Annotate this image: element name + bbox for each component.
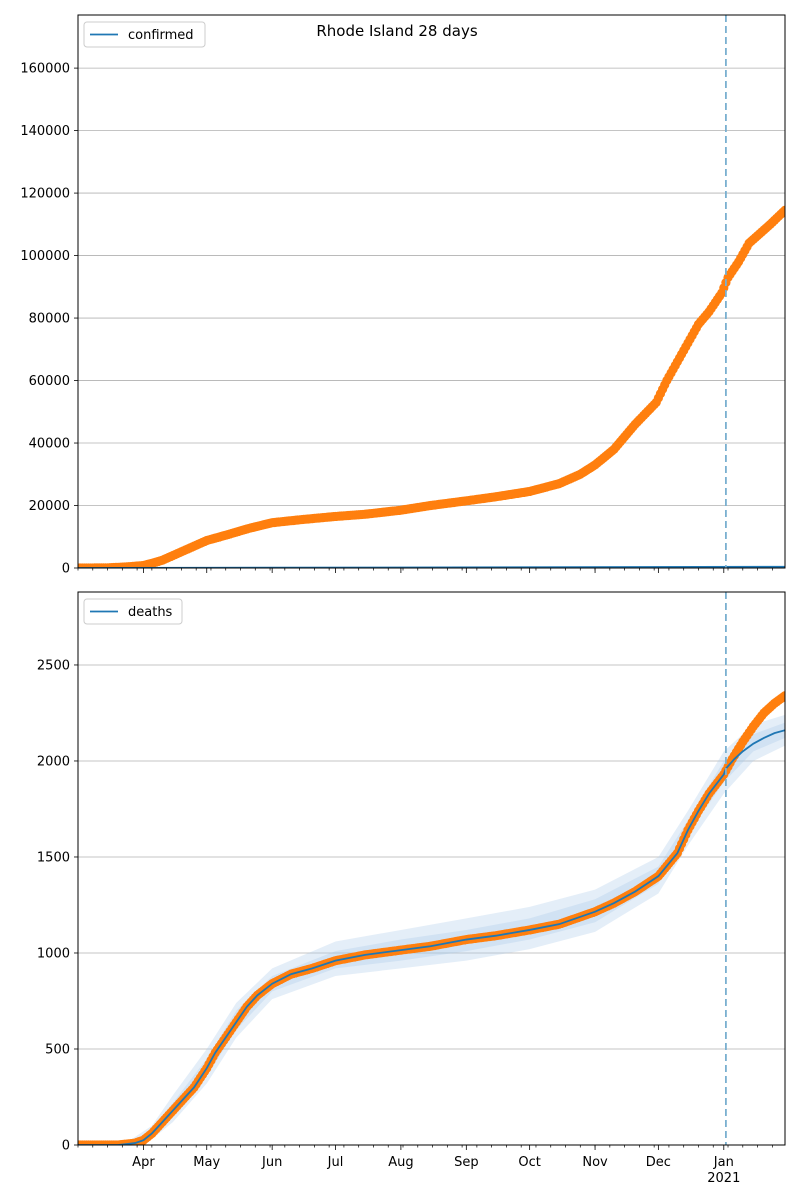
x-tick-label: Aug <box>388 1155 413 1170</box>
y-tick-label: 40000 <box>29 437 70 452</box>
plot-area <box>78 691 785 1145</box>
y-tick-label: 80000 <box>29 312 70 327</box>
axes-frame <box>77 14 786 569</box>
y-tick-label: 0 <box>62 562 70 577</box>
legend-label: confirmed <box>128 28 194 43</box>
panel-2: 0 500 1000 1500 2000 2500 Apr May Jun Jul Aug Sep Oc… <box>37 591 786 1186</box>
panel-1: 0 20000 40000 60000 80000 100000 120000 140000 1… <box>20 14 786 577</box>
axes-frame <box>77 591 786 1146</box>
fit-line <box>78 729 785 1145</box>
y-tick-label: 160000 <box>20 62 70 77</box>
y-tick-label: 500 <box>45 1042 70 1057</box>
x-tick-label: May <box>193 1155 220 1170</box>
y-tick-label: 120000 <box>20 187 70 202</box>
y-tick-label: 1500 <box>37 850 70 865</box>
legend-box <box>83 598 183 625</box>
x-tick-label: Nov <box>582 1155 608 1170</box>
x-tick-label: Jun <box>261 1155 282 1170</box>
y-tick-label: 60000 <box>29 374 70 389</box>
y-tick-label: 140000 <box>20 124 70 139</box>
x-tick-label: Oct <box>518 1155 540 1170</box>
x-tick-label: Sep <box>454 1155 479 1170</box>
observed-point <box>780 205 785 215</box>
uncertainty-band <box>78 714 785 1145</box>
y-tick-label: 2500 <box>37 658 70 673</box>
legend-label: deaths <box>128 605 173 620</box>
x-year-label: 2021 <box>707 1171 740 1186</box>
observed-series <box>78 691 785 1145</box>
figure-title: Rhode Island 28 days <box>316 22 477 40</box>
x-tick-label: Jan <box>713 1155 734 1170</box>
y-tick-label: 2000 <box>37 754 70 769</box>
x-tick-label: Dec <box>646 1155 671 1170</box>
observed-series <box>78 205 785 568</box>
observed-point <box>780 691 785 701</box>
y-tick-label: 20000 <box>29 499 70 514</box>
y-tick-label: 1000 <box>37 946 70 961</box>
x-tick-label: Apr <box>132 1155 155 1170</box>
legend-box <box>83 21 206 48</box>
x-tick-label: Jul <box>327 1155 344 1170</box>
y-tick-label: 100000 <box>20 249 70 264</box>
y-tick-label: 0 <box>62 1139 70 1154</box>
plot-area <box>78 205 785 568</box>
